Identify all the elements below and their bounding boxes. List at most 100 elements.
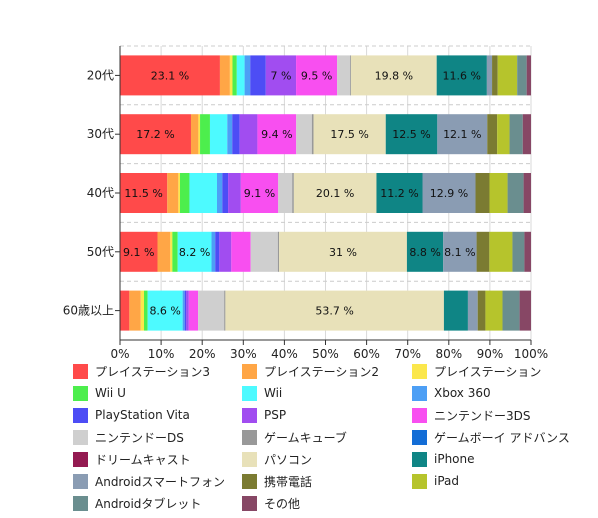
bar-segment — [240, 173, 279, 213]
bar-segment — [170, 231, 173, 272]
data-label: 9.1 % — [123, 246, 154, 259]
data-label: 53.7 % — [315, 305, 353, 318]
bar-segment — [250, 231, 278, 272]
x-tick-label: 10% — [148, 347, 175, 361]
bar-segment — [167, 173, 179, 213]
data-label: 12.5 % — [392, 128, 430, 141]
bar-segment — [198, 290, 225, 331]
bar-segment — [157, 231, 171, 272]
bar-segment — [225, 290, 444, 331]
bar-segment — [228, 173, 241, 213]
data-label: 17.2 % — [136, 128, 174, 141]
bar-segment — [422, 173, 476, 213]
bar-segment — [279, 231, 407, 272]
bar-segment — [120, 231, 158, 272]
bar-segment — [486, 55, 493, 96]
bar-segment — [236, 55, 245, 96]
x-tick-label: 30% — [230, 347, 257, 361]
bar-segment — [198, 114, 201, 155]
bar-segment — [475, 173, 490, 213]
bar-segment — [211, 231, 216, 272]
data-label: 9.4 % — [261, 128, 292, 141]
data-label: 8.8 % — [409, 246, 440, 259]
bar-segment — [200, 114, 210, 155]
bar-segment — [507, 173, 524, 213]
data-label: 11.5 % — [124, 187, 162, 200]
data-label: 12.9 % — [430, 187, 468, 200]
data-label: 8.6 % — [149, 305, 180, 318]
bar-segment — [492, 55, 498, 96]
x-tick-label: 20% — [189, 347, 216, 361]
x-tick-label: 60% — [353, 347, 380, 361]
bar-segment — [224, 290, 226, 331]
bar-segment — [485, 290, 503, 331]
bar-segment — [467, 290, 478, 331]
bar-segment — [497, 55, 518, 96]
bar-segment — [406, 231, 444, 272]
data-label: 19.8 % — [375, 69, 413, 82]
bar-segment — [526, 55, 531, 96]
bar-segment — [376, 173, 423, 213]
bar-segment — [222, 173, 229, 213]
bar-segment — [186, 290, 189, 331]
y-category-label: 60歳以上 — [63, 304, 114, 318]
bar-segment — [487, 114, 498, 155]
bar-segment — [296, 114, 312, 155]
bar-segment — [522, 114, 531, 155]
bar-segment — [239, 114, 258, 155]
bar-segment — [231, 231, 251, 272]
bar-segment — [437, 114, 488, 155]
bar-segment — [524, 231, 531, 272]
bar-segment — [219, 55, 230, 96]
y-category-label: 40代 — [87, 186, 114, 200]
bar-segment — [188, 290, 199, 331]
bar-segment — [436, 55, 487, 96]
bar-segment — [265, 55, 297, 96]
bar-segment — [313, 114, 386, 155]
x-tick-label: 100% — [514, 347, 548, 361]
x-tick-label: 80% — [435, 347, 462, 361]
bar-segment — [489, 173, 508, 213]
bar-segment — [244, 55, 251, 96]
bar-segment — [512, 231, 525, 272]
bar-segment — [216, 173, 223, 213]
bar-segment — [232, 114, 240, 155]
bar-segment — [296, 55, 338, 96]
bar-segment — [489, 231, 513, 272]
bar-segment — [443, 290, 468, 331]
bar-segment — [140, 290, 145, 331]
bar-segment — [129, 290, 141, 331]
bar-segment — [477, 290, 486, 331]
bar-segment — [293, 173, 377, 213]
bar-segment — [523, 173, 531, 213]
bar-segment — [232, 55, 237, 96]
bar-segment — [172, 231, 178, 272]
bar-segment — [476, 231, 490, 272]
data-label: 20.1 % — [316, 187, 354, 200]
bar-segment — [385, 114, 438, 155]
y-category-label: 20代 — [87, 68, 114, 82]
bar-segment — [517, 55, 527, 96]
bar-segment — [278, 173, 293, 213]
bar-segment — [215, 231, 220, 272]
data-label: 31 % — [329, 246, 357, 259]
bar-segment — [277, 231, 280, 272]
bar-segment — [337, 55, 351, 96]
bar-segment — [351, 55, 437, 96]
bar-segment — [177, 231, 212, 272]
data-label: 9.5 % — [301, 69, 332, 82]
data-label: 8.2 % — [179, 246, 210, 259]
bar-segment — [509, 114, 523, 155]
bar-segment — [227, 114, 233, 155]
bar-segment — [120, 55, 220, 96]
bar-segment — [443, 231, 477, 272]
data-label: 23.1 % — [151, 69, 189, 82]
bar-segment — [120, 173, 168, 213]
bar-segment — [497, 114, 510, 155]
bar-segment — [182, 290, 185, 331]
bar-segment — [180, 173, 190, 213]
data-label: 11.2 % — [380, 187, 418, 200]
data-label: 12.1 % — [443, 128, 481, 141]
bar-segment — [190, 114, 199, 155]
